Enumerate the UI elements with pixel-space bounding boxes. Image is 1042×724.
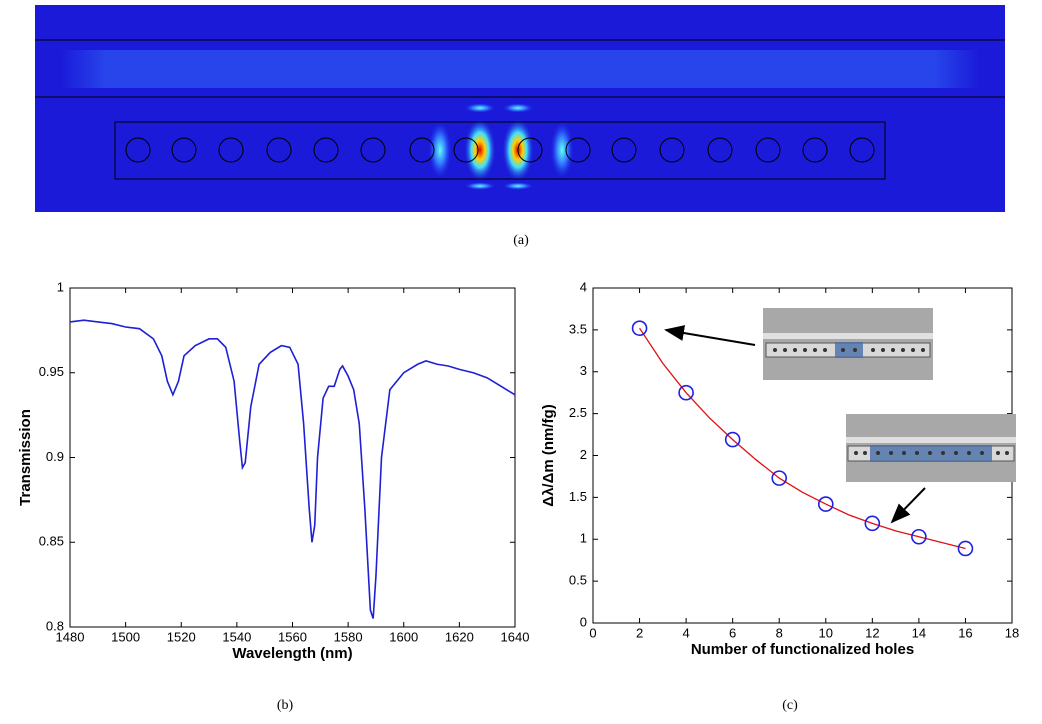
chart-b: 1480 1500 1520 1540 1560 1580 1600 1620 1640 0.8 0… — [17, 279, 529, 662]
point — [631, 320, 648, 337]
x-tick-label: 0 — [589, 625, 596, 640]
y-tick-label: 2.5 — [569, 405, 587, 420]
y-axis-label: Δλ/Δm (nm/fg) — [540, 404, 557, 506]
y-tick-label: 1 — [57, 279, 64, 294]
y-tick-label: 0.8 — [46, 618, 64, 633]
x-tick-label: 2 — [636, 625, 643, 640]
point — [817, 496, 834, 512]
point — [678, 384, 694, 401]
caption: (b) — [277, 698, 294, 713]
x-tick-label: 1580 — [334, 629, 363, 644]
y-tick-label: 1 — [580, 531, 587, 546]
x-tick-label: 6 — [729, 625, 736, 640]
y-axis-label: Transmission — [17, 409, 34, 506]
y-tick-label: 1.5 — [569, 489, 587, 504]
plot-area — [69, 287, 516, 628]
x-tick-label: 1520 — [167, 629, 196, 644]
inset-1 — [763, 308, 933, 380]
x-tick-label: 1540 — [222, 629, 251, 644]
x-axis-label: Wavelength (nm) — [232, 645, 352, 662]
field-map — [35, 5, 1005, 212]
x-tick-label: 10 — [819, 625, 833, 640]
arrow — [664, 325, 756, 346]
point — [724, 431, 741, 448]
x-tick-label: 8 — [776, 625, 783, 640]
point — [771, 470, 788, 486]
y-tick-label: 0.95 — [39, 364, 64, 379]
x-tick-label: 4 — [682, 625, 689, 640]
y-tick-label: 3 — [580, 363, 587, 378]
fit-line — [639, 327, 966, 550]
x-tick-label: 12 — [865, 625, 879, 640]
x-tick-label: 1500 — [111, 629, 140, 644]
point — [957, 540, 974, 557]
x-axis-label: Number of functionalized holes — [691, 641, 914, 658]
arrow — [890, 487, 926, 524]
x-tick-label: 16 — [958, 625, 972, 640]
inset-2 — [846, 414, 1016, 482]
x-tick-label: 1600 — [389, 629, 418, 644]
y-tick-label: 4 — [580, 279, 587, 294]
caption: (c) — [782, 698, 798, 713]
point — [864, 515, 881, 532]
y-tick-label: 0 — [580, 614, 587, 629]
line — [69, 319, 516, 619]
y-tick-label: 3.5 — [569, 321, 587, 336]
y-tick-label: 2 — [580, 447, 587, 462]
x-tick-label: 18 — [1005, 625, 1019, 640]
y-tick-label: 0.9 — [46, 449, 64, 464]
caption: (a) — [513, 233, 529, 248]
x-tick-label: 14 — [912, 625, 926, 640]
x-tick-label: 1620 — [445, 629, 474, 644]
y-tick-label: 0.5 — [569, 573, 587, 588]
point — [911, 528, 927, 545]
x-tick-label: 1640 — [501, 629, 530, 644]
x-tick-label: 1560 — [278, 629, 307, 644]
x-tick-label: 1480 — [56, 629, 85, 644]
y-tick-label: 0.85 — [39, 534, 64, 549]
